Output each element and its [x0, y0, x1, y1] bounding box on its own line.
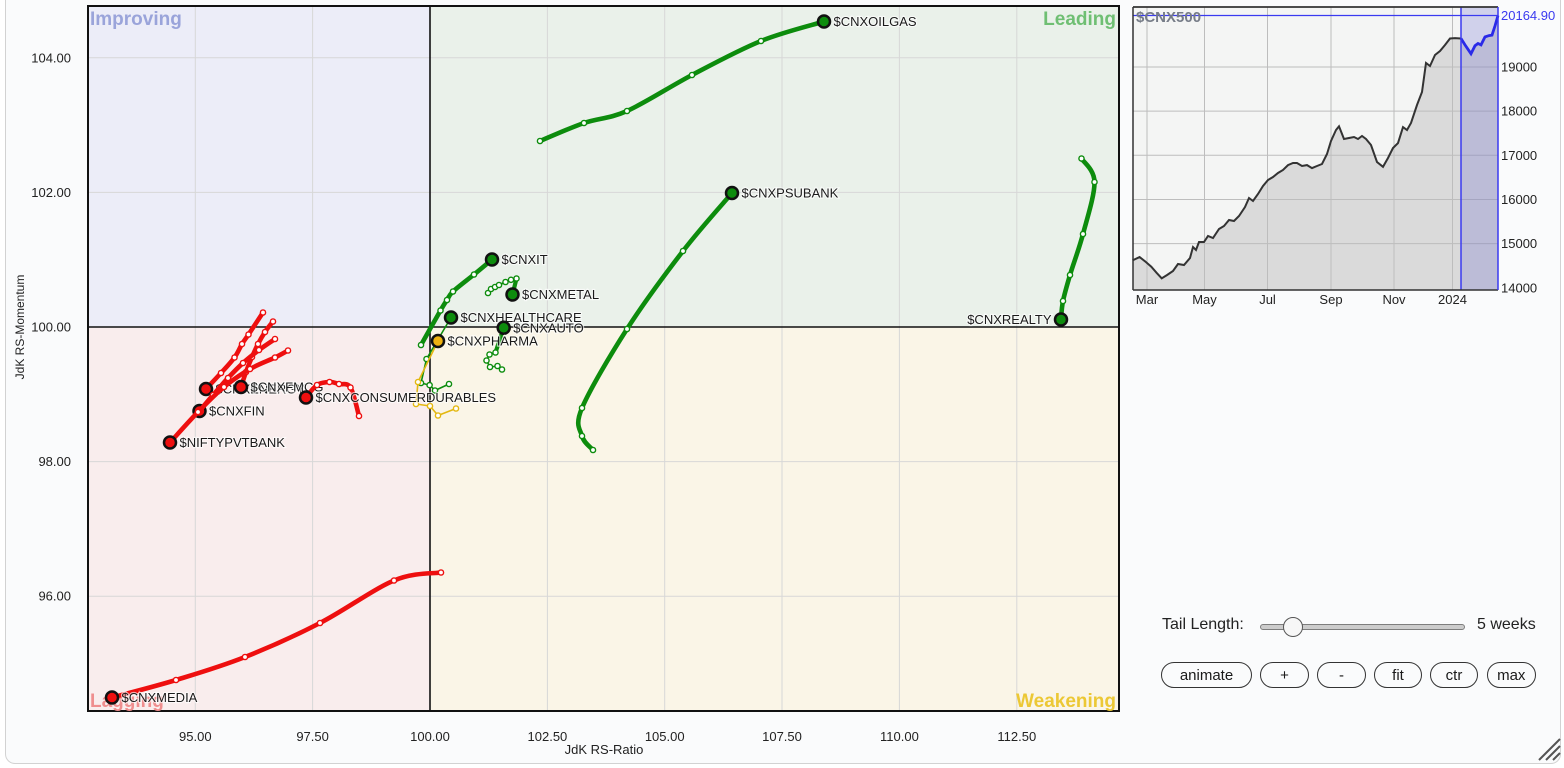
svg-text:19000: 19000 — [1501, 60, 1537, 75]
svg-text:$CNXMETAL: $CNXMETAL — [522, 287, 599, 302]
svg-text:100.00: 100.00 — [31, 320, 71, 335]
svg-text:102.00: 102.00 — [31, 185, 71, 200]
svg-text:Improving: Improving — [90, 9, 182, 30]
svg-text:$NIFTYPVTBANK: $NIFTYPVTBANK — [180, 435, 286, 450]
svg-text:18000: 18000 — [1501, 104, 1537, 119]
svg-text:$CNXMEDIA: $CNXMEDIA — [122, 690, 198, 705]
svg-text:May: May — [1192, 292, 1217, 307]
svg-text:Weakening: Weakening — [1016, 691, 1116, 712]
svg-text:$CNXPSUBANK: $CNXPSUBANK — [742, 186, 839, 201]
svg-text:15000: 15000 — [1501, 236, 1537, 251]
svg-text:$CNXCONSUMERDURABLES: $CNXCONSUMERDURABLES — [316, 390, 497, 405]
svg-text:100.00: 100.00 — [410, 729, 450, 744]
svg-text:2024: 2024 — [1438, 292, 1467, 307]
svg-text:20164.90: 20164.90 — [1501, 8, 1555, 23]
svg-text:102.50: 102.50 — [528, 729, 568, 744]
svg-text:$CNXREALTY: $CNXREALTY — [967, 312, 1052, 327]
svg-text:Mar: Mar — [1136, 292, 1159, 307]
svg-text:Sep: Sep — [1319, 292, 1342, 307]
svg-text:97.50: 97.50 — [296, 729, 329, 744]
svg-text:$CNX500: $CNX500 — [1136, 9, 1201, 26]
svg-text:14000: 14000 — [1501, 280, 1537, 295]
svg-text:Leading: Leading — [1043, 9, 1116, 30]
svg-text:JdK RS-Ratio: JdK RS-Ratio — [565, 742, 644, 757]
svg-text:$CNXOILGAS: $CNXOILGAS — [834, 14, 917, 29]
svg-text:Jul: Jul — [1259, 292, 1276, 307]
svg-text:110.00: 110.00 — [880, 729, 919, 744]
svg-text:96.00: 96.00 — [38, 589, 71, 604]
svg-text:$CNXHEALTHCARE: $CNXHEALTHCARE — [461, 310, 582, 325]
svg-text:Nov: Nov — [1382, 292, 1406, 307]
svg-text:$CNXAUTO: $CNXAUTO — [513, 320, 584, 335]
svg-text:$CNXFIN: $CNXFIN — [209, 404, 265, 419]
svg-text:98.00: 98.00 — [38, 454, 71, 469]
svg-text:105.00: 105.00 — [645, 729, 685, 744]
svg-text:107.50: 107.50 — [762, 729, 802, 744]
svg-text:$CNXIT: $CNXIT — [502, 252, 548, 267]
svg-text:16000: 16000 — [1501, 192, 1537, 207]
svg-text:112.50: 112.50 — [997, 729, 1036, 744]
svg-text:$CNXPHARMA: $CNXPHARMA — [448, 334, 539, 349]
svg-text:JdK RS-Momentum: JdK RS-Momentum — [13, 275, 27, 380]
svg-text:95.00: 95.00 — [179, 729, 212, 744]
svg-text:17000: 17000 — [1501, 148, 1537, 163]
svg-text:104.00: 104.00 — [31, 50, 71, 65]
